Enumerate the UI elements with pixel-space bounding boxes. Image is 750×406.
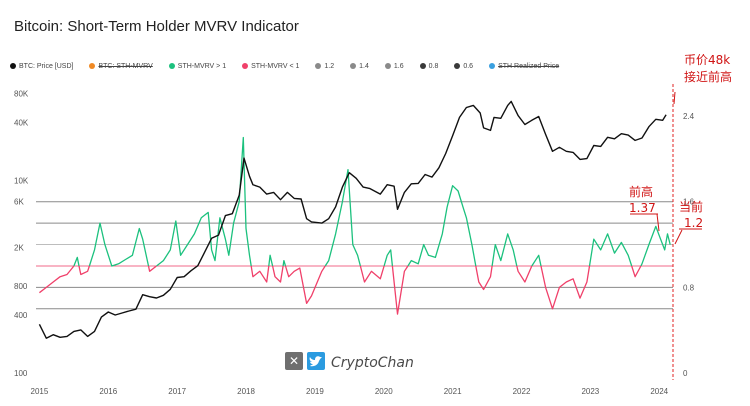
sth-mvrv-below-1-segment (475, 265, 493, 291)
sth-mvrv-below-1-segment (631, 265, 642, 278)
legend-item[interactable]: BTC: STH-MVRV (89, 60, 153, 72)
sth-mvrv-below-1-segment (391, 265, 409, 315)
legend-label: 1.6 (393, 62, 404, 70)
sth-mvrv-below-1-segment (271, 265, 284, 283)
x-tick-label: 2022 (513, 387, 531, 396)
x-tick-label: 2015 (31, 387, 49, 396)
watermark: ✕ CryptoChan (285, 352, 414, 371)
sth-mvrv-above-1-segment (383, 249, 394, 267)
left-axis-tick-label: 80K (14, 89, 29, 98)
btc-price-series (38, 100, 667, 339)
sth-mvrv-below-1-segment (284, 265, 326, 305)
left-axis-ticks: 100 400 800 2K 6K 10K 40K 80K (14, 89, 29, 378)
sth-mvrv-below-1-segment (39, 265, 75, 294)
annotation-current-line1: 当前 (679, 199, 703, 214)
legend-label: 0.8 (428, 62, 439, 70)
sth-mvrv-above-1-segment (491, 233, 518, 267)
x-axis-ticks: 2015 2016 2017 2018 2019 2020 2021 2022 2023 2024 (31, 387, 669, 396)
legend-item[interactable]: BTC: Price [USD] (10, 60, 73, 72)
right-axis-tick-label: 1.6 (683, 198, 695, 207)
legend-swatch (168, 63, 175, 69)
annotation-prev-high-line1: 前高 (629, 184, 653, 199)
annotation-prev-high-line2: 1.37 (629, 201, 656, 215)
x-tick-label: 2019 (306, 387, 324, 396)
legend-item[interactable]: STH-MVRV < 1 (242, 60, 299, 72)
legend-item[interactable]: 0.8 (419, 60, 439, 72)
legend-label: 0.6 (463, 62, 474, 70)
sth-mvrv-below-1-segment (250, 265, 270, 283)
sth-mvrv-below-1-segment (359, 265, 385, 283)
sth-mvrv-below-1-segment (78, 265, 91, 276)
legend-swatch (10, 63, 16, 69)
x-tick-label: 2023 (581, 387, 599, 396)
annotation-price-line2: 接近前高 (684, 69, 732, 84)
legend-swatch (454, 63, 461, 69)
legend-swatch (384, 63, 391, 69)
legend-swatch (350, 63, 357, 69)
legend-swatch (242, 63, 249, 69)
sth-mvrv-above-1-segment (324, 168, 362, 267)
sth-mvrv-above-1-segment (640, 225, 671, 267)
x-tick-label: 2016 (99, 387, 117, 396)
left-axis-tick-label: 400 (14, 311, 28, 320)
legend-label: STH-MVRV < 1 (251, 62, 300, 70)
left-axis-tick-label: 10K (14, 176, 29, 185)
twitter-bird-shape (309, 356, 322, 367)
x-logo-icon (285, 352, 303, 370)
legend-label: 1.2 (324, 62, 335, 70)
x-tick-label: 2020 (375, 387, 393, 396)
chart-title: Bitcoin: Short-Term Holder MVRV Indicato… (14, 18, 299, 35)
legend-item[interactable]: 1.6 (384, 60, 404, 72)
legend-swatch (89, 63, 96, 69)
annotations: 币价48k 接近前高 前高 1.37 当前 1.2 (629, 49, 744, 245)
left-axis-tick-label: 100 (14, 369, 28, 378)
sth-mvrv-above-1-segment (407, 185, 477, 267)
legend-label: 1.4 (359, 62, 369, 70)
legend-item[interactable]: 0.6 (454, 60, 473, 72)
x-logo-glyph: ✕ (289, 354, 299, 368)
sth-mvrv-above-1-segment (268, 254, 274, 267)
annotation-price-line1: 币价48k (684, 53, 730, 67)
x-tick-label: 2024 (650, 387, 668, 396)
legend-label: STH-MVRV > 1 (177, 62, 227, 70)
sth-mvrv-below-1-segment (540, 265, 591, 310)
legend-label: BTC: STH-MVRV (98, 62, 153, 70)
left-axis-tick-label: 6K (14, 198, 24, 207)
sth-mvrv-below-1-segment (147, 265, 157, 272)
sth-mvrv-series (39, 136, 671, 315)
left-axis-tick-label: 40K (14, 118, 29, 127)
legend-swatch (419, 63, 426, 69)
btc-price-line (38, 100, 667, 339)
legend-swatch (489, 63, 496, 69)
level-lines (36, 201, 673, 310)
legend-label: BTC: Price [USD] (19, 62, 74, 70)
legend: BTC: Price [USD] BTC: STH-MVRV STH-MVRV > … (10, 60, 559, 72)
right-axis-tick-label: 0.8 (683, 283, 695, 292)
sth-mvrv-above-1-segment (156, 136, 252, 267)
x-tick-label: 2021 (444, 387, 462, 396)
sth-mvrv-above-1-segment (588, 233, 633, 267)
left-axis-tick-label: 800 (14, 282, 28, 291)
sth-mvrv-above-1-segment (531, 254, 542, 267)
x-tick-label: 2017 (168, 387, 186, 396)
x-tick-label: 2018 (237, 387, 255, 396)
right-axis-ticks: 0 0.8 1.6 2.4 (683, 112, 695, 378)
sth-mvrv-above-1-segment (282, 259, 287, 267)
watermark-text: CryptoChan (331, 355, 414, 371)
legend-item[interactable]: 1.4 (350, 60, 369, 72)
sth-mvrv-above-1-segment (73, 256, 80, 267)
legend-item[interactable]: 1.2 (315, 60, 334, 72)
right-axis-tick-label: 0 (683, 369, 688, 378)
left-axis-tick-label: 2K (14, 244, 24, 253)
sth-mvrv-below-1-segment (516, 265, 533, 283)
legend-item[interactable]: STH Realized Price (489, 60, 559, 72)
legend-swatch (315, 63, 322, 69)
legend-label: STH Realized Price (498, 62, 560, 70)
sth-mvrv-above-1-segment (88, 222, 150, 267)
right-axis-tick-label: 2.4 (683, 112, 695, 121)
legend-item[interactable]: STH-MVRV > 1 (168, 60, 227, 72)
annotation-current-line2: 1.2 (684, 216, 703, 230)
